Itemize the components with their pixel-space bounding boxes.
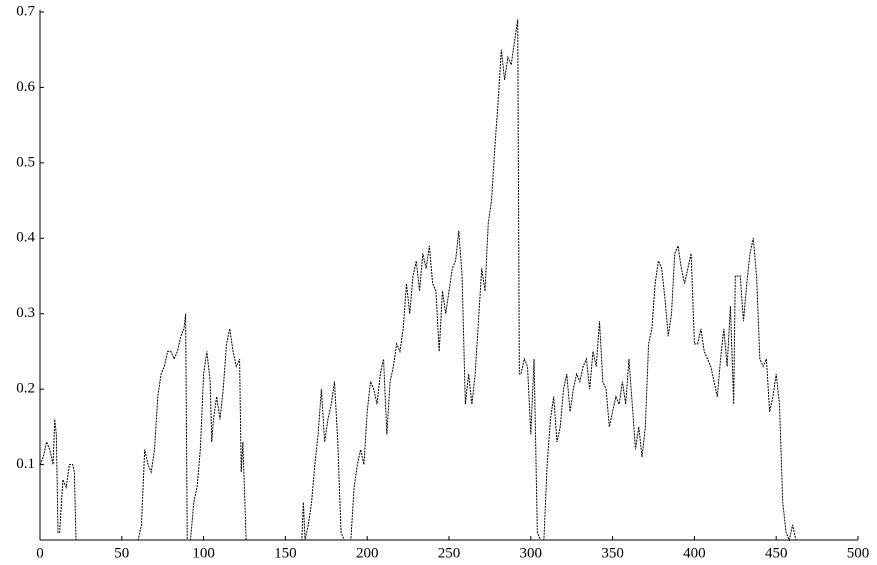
y-tick-label: 0.6	[16, 79, 35, 95]
x-tick-label: 300	[520, 545, 543, 561]
x-tick-label: 450	[765, 545, 788, 561]
x-tick-label: 0	[36, 545, 44, 561]
y-tick-label: 0.7	[16, 3, 35, 19]
x-tick-label: 400	[683, 545, 706, 561]
y-tick-label: 0.5	[16, 154, 35, 170]
x-tick-label: 50	[114, 545, 129, 561]
y-tick-label: 0.1	[16, 456, 35, 472]
data-line	[39, 19, 858, 542]
y-tick-label: 0.3	[16, 305, 35, 321]
y-tick-label: 0.2	[16, 381, 35, 397]
x-tick-label: 250	[438, 545, 461, 561]
y-tick-label: 0.4	[16, 230, 35, 246]
x-tick-label: 150	[274, 545, 297, 561]
x-tick-label: 200	[356, 545, 379, 561]
x-tick-label: 350	[601, 545, 624, 561]
x-tick-label: 500	[847, 545, 870, 561]
x-tick-label: 100	[192, 545, 215, 561]
